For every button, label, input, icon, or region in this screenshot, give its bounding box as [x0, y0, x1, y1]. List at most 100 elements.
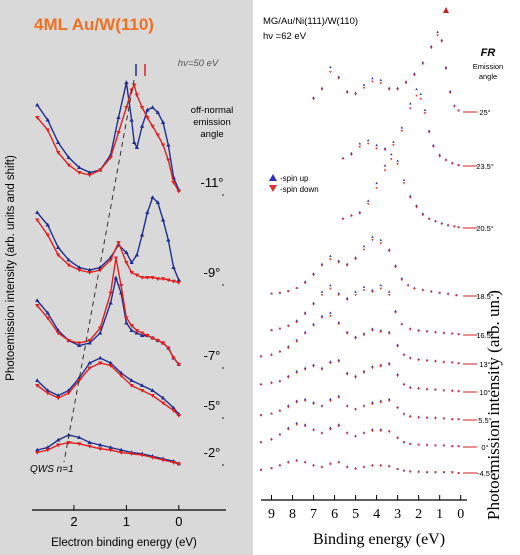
left-point-up	[155, 110, 161, 115]
right-x-tick-label: 3	[394, 507, 401, 522]
right-point-up	[394, 264, 397, 267]
right-point-down	[270, 438, 273, 442]
right-point-up	[303, 423, 307, 426]
right-point-down	[345, 264, 349, 267]
left-chart-panel: 4ML Au/W(110) hν=50 eV Photoemission int…	[0, 0, 253, 555]
left-point-up	[87, 360, 92, 365]
left-point-up	[108, 360, 113, 365]
right-point-down	[434, 388, 437, 391]
right-point-down	[341, 157, 345, 161]
peak-marker	[443, 7, 449, 13]
left-point-up	[97, 330, 103, 335]
right-point-down	[383, 169, 387, 172]
left-point-down	[150, 124, 155, 129]
right-point-down	[375, 187, 378, 190]
right-point-down	[371, 367, 374, 370]
right-point-up	[329, 254, 332, 257]
left-point-down	[171, 460, 176, 465]
right-point-down	[371, 80, 374, 83]
right-point-down	[429, 291, 433, 294]
right-point-down	[371, 239, 374, 242]
left-curve-down	[36, 219, 179, 284]
right-point-down	[394, 311, 397, 314]
left-point-up	[113, 275, 119, 280]
right-point-down	[408, 196, 412, 199]
left-point-down	[87, 366, 92, 371]
right-point-down	[362, 87, 366, 90]
left-point-up	[87, 170, 92, 175]
left-point-down	[176, 362, 182, 367]
right-point-down	[350, 215, 353, 218]
left-point-up	[66, 257, 71, 262]
right-point-down	[434, 471, 437, 474]
right-point-down	[396, 375, 399, 378]
left-point-down	[155, 338, 161, 343]
right-point-down	[444, 159, 448, 162]
left-point-up	[66, 155, 71, 160]
left-point-up	[160, 217, 166, 222]
left-angle-label: -2°	[204, 445, 221, 460]
right-point-down	[303, 425, 307, 428]
right-point-down	[287, 406, 290, 409]
right-point-down	[287, 376, 290, 379]
right-point-down	[329, 315, 332, 318]
right-point-down	[396, 468, 399, 471]
right-point-down	[320, 88, 324, 91]
right-point-down	[417, 359, 420, 362]
right-point-up	[371, 77, 374, 80]
right-point-up	[312, 272, 315, 275]
right-point-down	[450, 361, 454, 364]
right-point-down	[354, 294, 357, 297]
right-point-down	[408, 387, 412, 390]
left-point-down	[76, 170, 82, 175]
right-point-down	[455, 294, 458, 297]
right-angle-labels: 25° 23.5° 20.5° 18.5° 16.5° 13° 10° 5.5° 0° -4.5°	[463, 108, 494, 478]
left-point-down	[45, 448, 50, 453]
right-point-up	[387, 86, 391, 89]
right-point-down	[345, 466, 349, 469]
right-point-down	[425, 471, 429, 474]
right-point-down	[303, 399, 307, 403]
right-point-up	[287, 404, 290, 407]
right-point-up	[419, 92, 423, 95]
right-point-down	[379, 287, 383, 290]
left-y-axis-label: Photoemission intensity (arb. units and …	[5, 155, 17, 381]
left-point-up	[166, 237, 171, 242]
right-point-down	[408, 415, 412, 419]
right-point-down	[371, 403, 374, 406]
right-point-down	[434, 417, 437, 420]
left-point-down	[108, 448, 113, 453]
right-angle-header-line2: Emission	[473, 62, 503, 71]
right-angle-label: 10°	[479, 388, 490, 397]
right-point-down	[278, 464, 282, 468]
right-point-down	[394, 266, 397, 269]
right-point-down	[354, 258, 357, 261]
right-point-down	[396, 88, 399, 91]
right-point-down	[440, 223, 444, 226]
right-point-down	[457, 390, 460, 393]
left-point-down	[35, 303, 40, 308]
right-point-up	[295, 369, 299, 373]
right-point-down	[312, 324, 315, 327]
right-point-up	[387, 290, 391, 293]
right-point-down	[270, 329, 273, 332]
right-angle-label: 16.5°	[476, 331, 494, 340]
left-point-down	[171, 356, 176, 361]
right-point-down	[387, 294, 391, 297]
right-point-up	[320, 290, 324, 293]
right-point-up	[354, 256, 357, 259]
left-point-down	[56, 331, 61, 336]
right-point-down	[320, 316, 324, 319]
right-point-up	[408, 102, 412, 105]
right-point-down	[442, 471, 446, 474]
right-point-down	[270, 292, 273, 295]
right-point-down	[417, 330, 420, 333]
left-point-down	[166, 278, 171, 283]
right-point-down	[295, 287, 299, 290]
right-point-up	[312, 322, 315, 325]
left-point-down	[160, 401, 166, 406]
right-point-up	[287, 374, 290, 377]
right-point-down	[387, 363, 391, 367]
left-point-down	[155, 133, 161, 138]
right-point-down	[453, 105, 456, 108]
